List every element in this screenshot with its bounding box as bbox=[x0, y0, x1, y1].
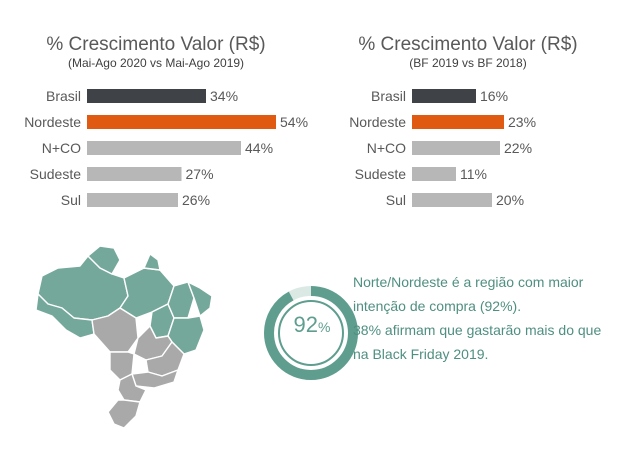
brazil-map bbox=[35, 245, 213, 429]
value-label: 34% bbox=[210, 88, 238, 104]
category-label: Nordeste bbox=[24, 114, 81, 130]
chart-subtitle: (BF 2019 vs BF 2018) bbox=[409, 56, 527, 70]
value-label: 22% bbox=[504, 140, 532, 156]
category-label: Sul bbox=[386, 192, 406, 208]
donut-arc bbox=[264, 286, 358, 380]
value-label: 23% bbox=[508, 114, 536, 130]
map-region-amapa bbox=[143, 253, 161, 271]
category-label: N+CO bbox=[42, 140, 81, 156]
donut-inner-ring bbox=[278, 300, 344, 366]
chart-black-friday: % Crescimento Valor (R$) (BF 2019 vs BF … bbox=[312, 0, 624, 230]
bar-nordeste bbox=[412, 115, 504, 129]
category-label: Brasil bbox=[371, 88, 406, 104]
category-label: N+CO bbox=[367, 140, 406, 156]
map-region-rs bbox=[107, 399, 141, 429]
category-label: Sudeste bbox=[30, 166, 82, 182]
donut-value-label: 92% bbox=[293, 312, 331, 337]
note-line-2: intenção de compra (92%). bbox=[353, 298, 522, 314]
map-region-nordeste-east bbox=[187, 281, 213, 317]
value-label: 11% bbox=[460, 166, 487, 182]
category-label: Sudeste bbox=[355, 166, 407, 182]
value-label: 26% bbox=[182, 192, 210, 208]
donut-gauge bbox=[264, 286, 358, 380]
map-region-sp-rj-es bbox=[131, 369, 179, 389]
bar-sul bbox=[412, 193, 492, 207]
value-label: 44% bbox=[245, 140, 273, 156]
bar-nordeste bbox=[87, 115, 276, 129]
chart-mai-ago: % Crescimento Valor (R$) (Mai-Ago 2020 v… bbox=[0, 0, 312, 230]
bar-chart-mai-ago: Brasil 34% Nordeste 54% N+CO 44% Sudeste 27% Sul… bbox=[24, 88, 308, 208]
bar-n-co bbox=[412, 141, 500, 155]
category-label: Sul bbox=[61, 192, 81, 208]
note-line-1: Norte/Nordeste é a região com maior bbox=[353, 274, 584, 290]
bar-sudeste bbox=[87, 167, 182, 181]
map-region-roraima bbox=[87, 245, 121, 275]
value-label: 54% bbox=[280, 114, 308, 130]
bar-n-co bbox=[87, 141, 241, 155]
category-label: Nordeste bbox=[349, 114, 406, 130]
category-label: Brasil bbox=[46, 88, 81, 104]
bar-sul bbox=[87, 193, 178, 207]
chart-subtitle: (Mai-Ago 2020 vs Mai-Ago 2019) bbox=[67, 56, 245, 70]
bar-chart-black-friday: Brasil 16% Nordeste 23% N+CO 22% Sudeste 11% Sul… bbox=[349, 88, 536, 208]
value-label: 27% bbox=[186, 166, 214, 182]
value-label: 16% bbox=[480, 88, 508, 104]
bar-brasil bbox=[87, 89, 206, 103]
chart-title: % Crescimento Valor (R$) bbox=[358, 34, 578, 55]
bar-sudeste bbox=[412, 167, 456, 181]
bar-brasil bbox=[412, 89, 476, 103]
note-line-3: 38% afirmam que gastarão mais do que bbox=[353, 322, 602, 338]
value-label: 20% bbox=[496, 192, 524, 208]
map-region-parana-sc bbox=[117, 373, 147, 403]
note-line-4: na Black Friday 2019. bbox=[353, 346, 489, 362]
chart-title: % Crescimento Valor (R$) bbox=[46, 34, 266, 55]
